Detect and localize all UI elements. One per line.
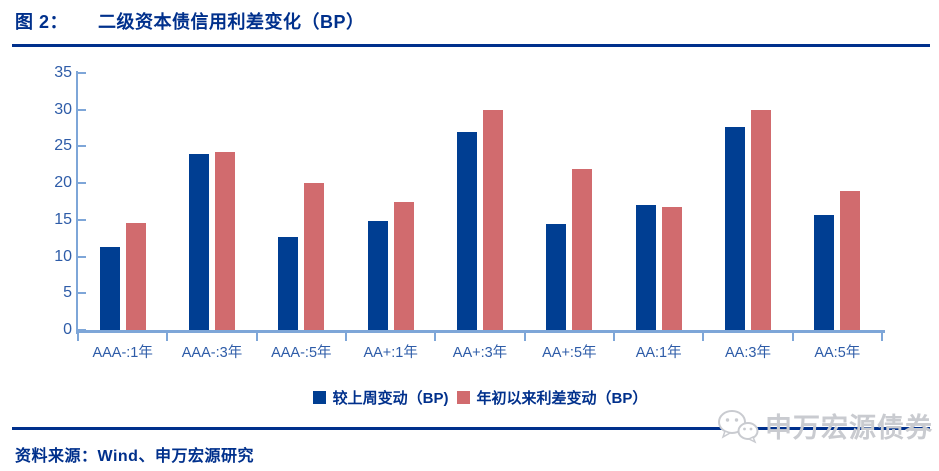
title-divider <box>12 44 930 47</box>
x-tick <box>613 333 615 341</box>
y-tick-label: 15 <box>54 210 72 228</box>
x-tick <box>881 333 883 341</box>
x-category-label: AAA-:5年 <box>271 345 332 361</box>
x-tick <box>702 333 705 341</box>
x-category-label: AA+:5年 <box>542 345 597 361</box>
bar-ytd-AAA-:5年 <box>304 183 325 330</box>
x-tick <box>345 333 347 341</box>
bar-ytd-AA+:3年 <box>483 109 503 330</box>
legend-label-week-change: 较上周变动（BP) <box>332 390 449 407</box>
y-tick <box>78 145 86 148</box>
x-category-label: AAA-:3年 <box>181 345 243 361</box>
x-tick <box>255 333 258 341</box>
y-tick <box>78 72 86 74</box>
x-category-label: AA+:1年 <box>363 345 418 361</box>
bar-week-AA:1年 <box>635 205 656 330</box>
x-tick <box>77 333 79 341</box>
x-category-label: AAA-:1年 <box>92 345 153 361</box>
watermark-text: 申万宏源债券 <box>765 413 933 443</box>
y-tick <box>78 255 86 258</box>
y-tick-label: 35 <box>54 64 72 81</box>
x-tick <box>523 333 526 341</box>
y-tick-label: 5 <box>63 284 72 302</box>
x-tick <box>434 333 437 341</box>
bar-week-AA+:1年 <box>367 221 388 330</box>
legend-item-ytd-change: 年初以来利差变动（BP） <box>456 387 648 408</box>
figure-header: 图 2： 二级资本债信用利差变化（BP） <box>15 8 365 34</box>
bar-ytd-AAA-:3年 <box>215 151 235 330</box>
chart-legend: 较上周变动（BP) 年初以来利差变动（BP） <box>78 387 882 408</box>
y-tick-label: 25 <box>54 137 72 155</box>
legend-marker-ytd-change <box>456 391 470 404</box>
y-tick-label: 10 <box>54 247 72 265</box>
bar-ytd-AAA-:1年 <box>125 222 146 330</box>
bar-ytd-AA:3年 <box>751 109 771 330</box>
y-tick <box>78 182 86 185</box>
bar-week-AA:5年 <box>814 214 835 330</box>
bar-week-AAA-:1年 <box>99 247 120 330</box>
y-tick-label: 30 <box>54 100 72 118</box>
y-tick-label: 0 <box>63 321 72 338</box>
legend-item-week-change: 较上周变动（BP) <box>312 387 449 408</box>
bar-week-AAA-:3年 <box>189 153 209 330</box>
source-note: 资料来源：Wind、申万宏源研究 <box>15 448 254 465</box>
x-axis-line <box>76 330 885 333</box>
y-tick-label: 20 <box>54 174 72 192</box>
bar-ytd-AA:1年 <box>661 207 682 330</box>
watermark: 申万宏源债券 <box>717 406 933 445</box>
y-tick <box>78 329 86 331</box>
y-tick <box>78 108 86 111</box>
x-tick <box>166 333 169 341</box>
bar-ytd-AA+:1年 <box>393 201 414 330</box>
figure-label: 图 2： <box>15 12 69 32</box>
bar-week-AA+:3年 <box>457 132 477 330</box>
bar-week-AAA-:5年 <box>278 236 299 330</box>
x-tick <box>791 333 794 341</box>
legend-label-ytd-change: 年初以来利差变动（BP） <box>476 390 648 407</box>
y-axis-line <box>76 71 78 334</box>
wechat-icon <box>718 409 759 444</box>
x-category-label: AA:3年 <box>725 345 771 361</box>
bar-week-AA:3年 <box>725 126 745 330</box>
legend-marker-week-change <box>312 391 326 404</box>
x-category-label: AA:1年 <box>635 345 682 361</box>
bar-ytd-AA+:5年 <box>572 169 593 330</box>
figure-title: 二级资本债信用利差变化（BP） <box>98 12 365 32</box>
x-category-label: AA+:3年 <box>452 345 508 361</box>
bar-week-AA+:5年 <box>546 223 567 330</box>
y-tick <box>78 292 86 295</box>
bar-ytd-AA:5年 <box>840 191 861 330</box>
x-category-label: AA:5年 <box>814 345 861 361</box>
y-tick <box>78 218 86 221</box>
bottom-divider <box>12 427 930 430</box>
